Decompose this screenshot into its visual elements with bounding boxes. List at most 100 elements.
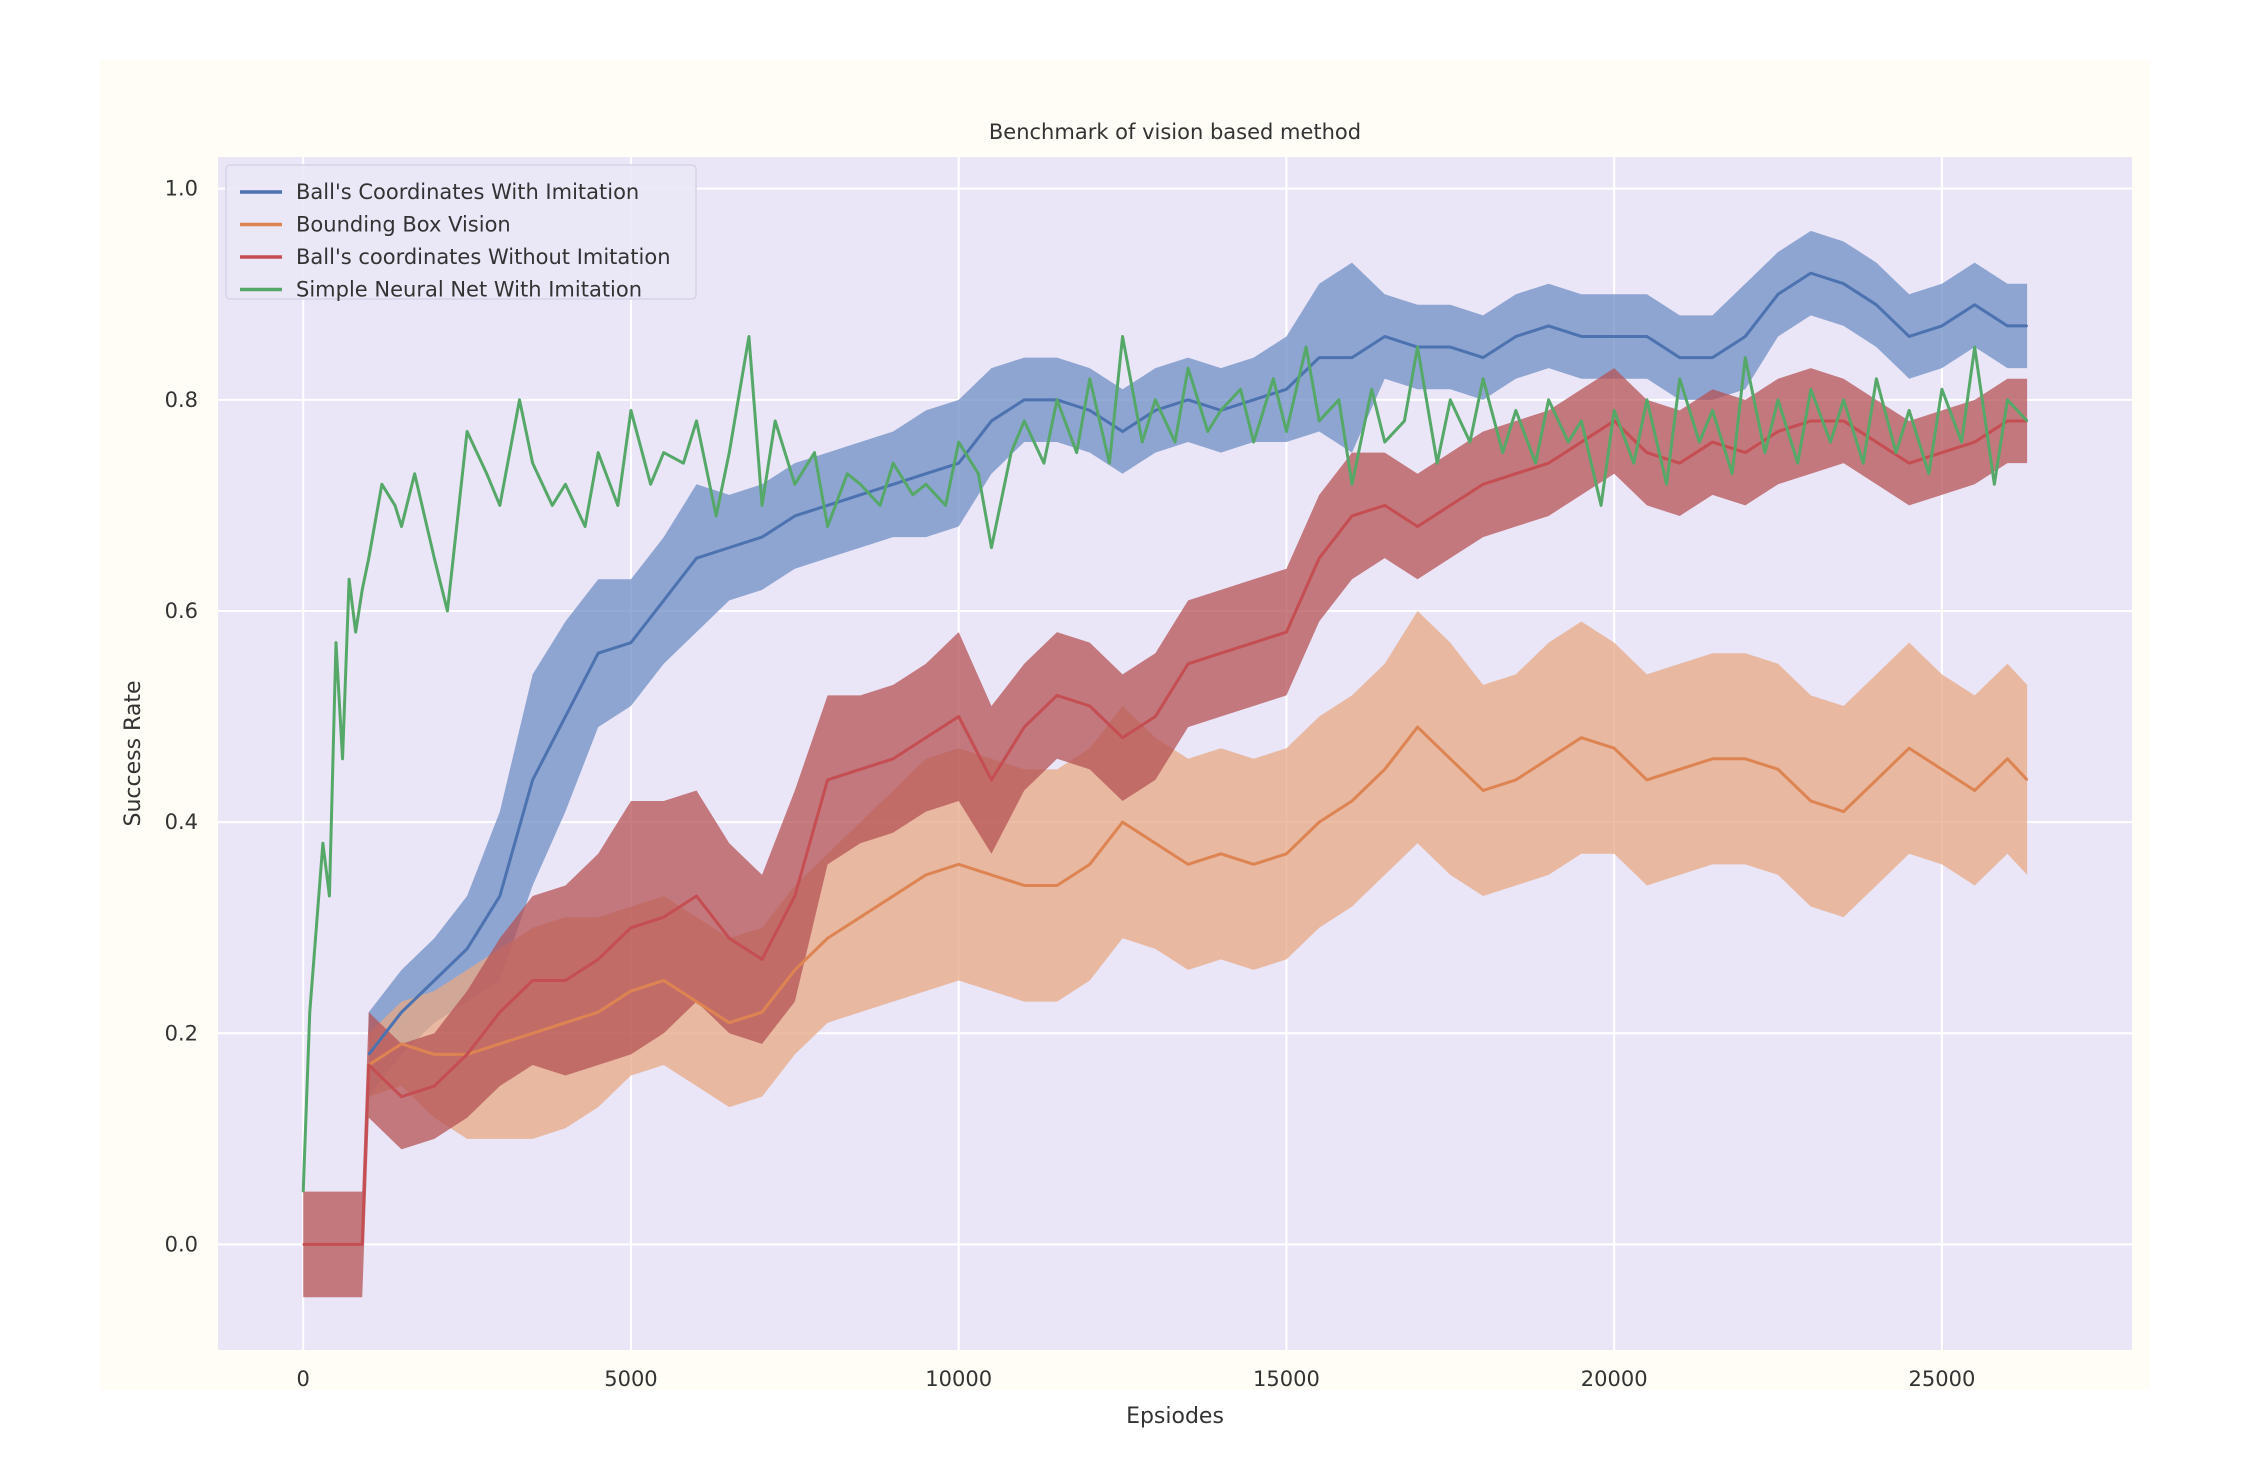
simple-neural-net-with-imitation-point — [367, 557, 370, 560]
bounding-box-vision-point — [630, 990, 632, 992]
ball-s-coordinates-without-imitation-point — [990, 778, 993, 781]
ball-s-coordinates-with-imitation-point — [1383, 335, 1386, 338]
y-tick-label: 0.0 — [165, 1232, 198, 1256]
ball-s-coordinates-without-imitation-band — [303, 368, 2028, 1298]
simple-neural-net-with-imitation-point — [793, 483, 796, 486]
bounding-box-vision-point — [1908, 747, 1911, 750]
legend-label: Simple Neural Net With Imitation — [296, 278, 642, 302]
bounding-box-vision-line — [367, 725, 2029, 1067]
bounding-box-vision-point — [1285, 852, 1288, 855]
bounding-box-vision-point — [859, 916, 862, 919]
simple-neural-net-with-imitation-point — [1993, 483, 1996, 486]
ball-s-coordinates-with-imitation-point — [433, 979, 436, 982]
ball-s-coordinates-with-imitation-point — [1154, 409, 1157, 412]
simple-neural-net-with-imitation-point — [302, 1190, 305, 1193]
simple-neural-net-with-imitation-point — [1023, 420, 1026, 422]
ball-s-coordinates-with-imitation-point — [597, 652, 600, 655]
ball-s-coordinates-with-imitation-point — [564, 715, 567, 718]
simple-neural-net-with-imitation-point — [518, 398, 521, 401]
ball-s-coordinates-without-imitation-point — [1547, 462, 1550, 465]
simple-neural-net-with-imitation-point — [616, 504, 619, 507]
simple-neural-net-with-imitation-point — [846, 472, 849, 475]
ball-s-coordinates-without-imitation-line — [303, 419, 2028, 1246]
simple-neural-net-with-imitation-point — [1469, 441, 1471, 443]
simple-neural-net-with-imitation-point — [485, 472, 488, 475]
ball-s-coordinates-with-imitation-point — [695, 557, 698, 560]
simple-neural-net-with-imitation-point — [990, 546, 993, 549]
simple-neural-net-with-imitation-point — [1809, 388, 1812, 391]
ball-s-coordinates-with-imitation-line — [367, 271, 2028, 1056]
simple-neural-net-with-imitation-point — [1239, 388, 1242, 391]
bounding-box-vision-point — [1678, 768, 1681, 771]
ball-s-coordinates-without-imitation-point — [1875, 441, 1878, 443]
bounding-box-vision-point — [1777, 768, 1779, 771]
simple-neural-net-with-imitation-point — [761, 504, 763, 507]
ball-s-coordinates-without-imitation-point — [695, 895, 698, 897]
bounding-box-vision-point — [1744, 757, 1747, 760]
bounding-box-vision-point — [728, 1021, 731, 1024]
bounding-box-vision-point — [1056, 884, 1058, 887]
ball-s-coordinates-without-imitation-point — [433, 1085, 436, 1087]
ball-s-coordinates-without-imitation-point — [597, 958, 600, 961]
tick-labels: 0 5000 10000 15000 20000 25000 0.0 0.2 0.4 0.6 0.8… — [165, 177, 1976, 1391]
bounding-box-vision-point — [2006, 757, 2009, 760]
ball-s-coordinates-with-imitation-point — [892, 483, 895, 486]
bounding-box-vision-point — [1514, 778, 1517, 781]
ball-s-coordinates-with-imitation-point — [761, 536, 763, 538]
ball-s-coordinates-without-imitation-point — [1056, 694, 1058, 697]
y-tick-label: 0.4 — [165, 810, 198, 834]
ball-s-coordinates-without-imitation-point — [361, 1243, 364, 1246]
ball-s-coordinates-with-imitation-point — [1580, 335, 1583, 338]
simple-neural-net-with-imitation-point — [400, 525, 403, 528]
ball-s-coordinates-without-imitation-point — [1416, 525, 1419, 528]
simple-neural-net-with-imitation-point — [1056, 398, 1058, 401]
ball-s-coordinates-with-imitation-point — [1809, 272, 1812, 275]
simple-neural-net-with-imitation-point — [335, 641, 337, 644]
bounding-box-vision-point — [1219, 852, 1222, 855]
simple-neural-net-with-imitation-point — [1351, 483, 1353, 486]
ball-s-coordinates-without-imitation-point — [1711, 441, 1714, 443]
bounding-box-vision-point — [1711, 757, 1714, 760]
bounding-box-vision-point — [1351, 800, 1353, 802]
bounding-box-vision-point — [761, 1011, 763, 1014]
simple-neural-net-with-imitation-point — [1449, 398, 1452, 401]
simple-neural-net-with-imitation-point — [328, 895, 331, 897]
bounding-box-vision-point — [1875, 778, 1878, 781]
simple-neural-net-with-imitation-point — [321, 842, 324, 845]
simple-neural-net-with-imitation-point — [1698, 441, 1701, 443]
simple-neural-net-with-imitation-point — [1206, 430, 1209, 433]
simple-neural-net-with-imitation-point — [682, 462, 685, 465]
ball-s-coordinates-with-imitation-point — [531, 778, 534, 781]
simple-neural-net-with-imitation-point — [859, 483, 862, 486]
y-axis-label: Success Rate — [121, 681, 146, 827]
simple-neural-net-with-imitation-point — [1842, 398, 1845, 401]
simple-neural-net-with-imitation-point — [1941, 388, 1943, 391]
ball-s-coordinates-with-imitation-point — [466, 947, 468, 950]
ball-s-coordinates-without-imitation-point — [793, 895, 796, 897]
bounding-box-vision-point — [1580, 736, 1583, 739]
bounding-box-vision-point — [1154, 842, 1157, 845]
bounding-box-vision-point — [400, 1042, 403, 1045]
simple-neural-net-with-imitation-point — [1370, 388, 1373, 391]
ball-s-coordinates-without-imitation-point — [466, 1053, 468, 1056]
ball-s-coordinates-with-imitation-point — [1646, 335, 1648, 338]
ball-s-coordinates-without-imitation-point — [1678, 462, 1681, 465]
bounding-box-vision-point — [1973, 789, 1976, 792]
ball-s-coordinates-with-imitation-point — [1678, 356, 1681, 359]
ball-s-coordinates-with-imitation-point — [1482, 356, 1484, 359]
simple-neural-net-with-imitation-point — [1141, 441, 1144, 443]
simple-neural-net-with-imitation-point — [380, 483, 383, 486]
bounding-box-vision-point — [564, 1021, 567, 1024]
simple-neural-net-with-imitation-point — [315, 926, 318, 929]
ball-s-coordinates-with-imitation-point — [1285, 388, 1288, 391]
ball-s-coordinates-without-imitation-point — [1351, 515, 1353, 517]
simple-neural-net-with-imitation-point — [531, 462, 534, 465]
simple-neural-net-with-imitation-point — [813, 451, 816, 454]
ball-s-coordinates-with-imitation-point — [498, 895, 501, 897]
ball-s-coordinates-without-imitation-point — [1777, 430, 1779, 433]
ball-s-coordinates-with-imitation-point — [662, 599, 665, 602]
bounding-box-vision-point — [662, 979, 665, 982]
ball-s-coordinates-with-imitation-point — [826, 504, 829, 507]
